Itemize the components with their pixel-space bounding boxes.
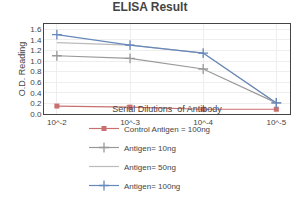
svg-text:Antigen= 50ng: Antigen= 50ng xyxy=(124,163,176,172)
svg-text:0.8: 0.8 xyxy=(30,67,42,76)
svg-text:10^-2: 10^-2 xyxy=(47,118,67,127)
svg-text:ELISA Result: ELISA Result xyxy=(113,0,188,14)
svg-text:1.6: 1.6 xyxy=(30,25,42,34)
svg-text:1.2: 1.2 xyxy=(30,46,42,55)
svg-text:0.0: 0.0 xyxy=(30,110,42,119)
svg-text:10^-5: 10^-5 xyxy=(266,118,286,127)
svg-text:10^-4: 10^-4 xyxy=(193,117,214,127)
svg-text:0.2: 0.2 xyxy=(30,99,42,108)
svg-text:0.6: 0.6 xyxy=(30,78,42,87)
svg-text:1.0: 1.0 xyxy=(30,57,42,66)
svg-text:O.D. Reading: O.D. Reading xyxy=(17,42,27,97)
svg-text:0.4: 0.4 xyxy=(30,89,42,98)
svg-text:1.4: 1.4 xyxy=(30,36,42,45)
svg-text:Serial Dilutions of Antibody: Serial Dilutions of Antibody xyxy=(112,104,222,114)
svg-text:Control Antigen = 100ng: Control Antigen = 100ng xyxy=(124,125,210,134)
svg-text:Antigen= 10ng: Antigen= 10ng xyxy=(124,144,176,153)
svg-text:10^-3: 10^-3 xyxy=(120,117,140,127)
svg-text:Antigen= 100ng: Antigen= 100ng xyxy=(124,182,180,191)
